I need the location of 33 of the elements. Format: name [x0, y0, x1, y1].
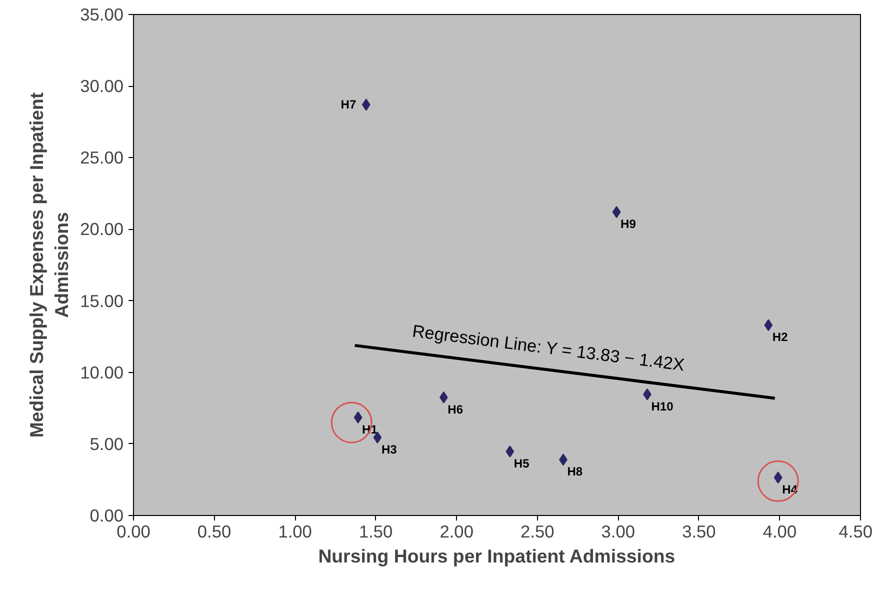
x-tick-label: 0.50: [197, 522, 232, 542]
annotation: H2: [772, 330, 788, 344]
y-tick-label: 30.00: [80, 76, 124, 96]
annotation: H9: [620, 217, 636, 232]
point: [764, 319, 773, 332]
x-tick-label: 1.00: [278, 522, 312, 542]
annotation: Regression Line: Y = 13.83 − 1.42X: [411, 320, 686, 375]
x-tick-label: 3.00: [601, 522, 636, 542]
y-tick-label: 35.00: [80, 4, 124, 24]
point: [506, 446, 514, 458]
x-tick-label: 4.00: [762, 522, 797, 542]
point: [362, 98, 370, 111]
point: [612, 206, 621, 218]
annotation: H6: [448, 402, 464, 416]
y-tick-label: 20.00: [80, 219, 124, 240]
annotation: H3: [381, 442, 398, 456]
point: [757, 460, 799, 502]
point: [354, 411, 362, 424]
annotation: H8: [567, 464, 583, 479]
x-tick-label: 4.50: [838, 522, 872, 542]
x-tick-label: 2.00: [440, 522, 474, 542]
annotation: H5: [514, 456, 530, 471]
x-tick-label: 2.50: [520, 522, 554, 542]
x-axis-title: Nursing Hours per Inpatient Admissions: [318, 546, 676, 566]
annotation: H7: [340, 98, 356, 112]
y-tick-label: 15.00: [80, 290, 124, 311]
y-tick-label: 5.00: [90, 434, 124, 454]
y-tick-label: 10.00: [80, 362, 124, 382]
y-tick-label: 25.00: [80, 148, 124, 168]
x-tick-label: 3.50: [682, 522, 716, 542]
y-axis-title: Medical Supply Expenses per Inpatient Admissions: [26, 92, 72, 438]
annotation: H10: [651, 399, 674, 414]
x-tick-label: 1.50: [358, 522, 393, 542]
